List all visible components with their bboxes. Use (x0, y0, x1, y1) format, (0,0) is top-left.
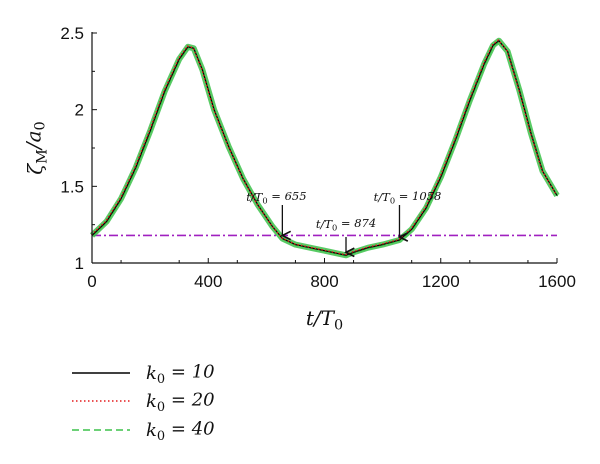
x-tick-label: 1200 (422, 272, 460, 291)
legend-label: k0 = 20 (146, 389, 215, 414)
annotation-label: t/T0 = 655 (246, 189, 306, 205)
x-tick-label: 800 (310, 272, 338, 291)
y-tick-label: 2 (75, 101, 84, 120)
x-tick-label: 0 (87, 272, 96, 291)
annotation-label: t/T0 = 874 (316, 216, 376, 232)
y-tick-label: 2.5 (60, 24, 84, 43)
plot-area (89, 37, 560, 259)
x-tick-label: 400 (194, 272, 222, 291)
y-axis-title: ζM/a0​ (21, 121, 50, 174)
annotation-label: t/T0 = 1058 (374, 189, 442, 205)
series-line-k0-20 (90, 39, 558, 256)
legend: k0 = 10 k0 = 20 k0 = 40 (72, 361, 215, 444)
y-tick-label: 1.5 (60, 177, 84, 196)
axes: 0 400 800 1200 1600 1 1.5 2 2.5 t/T0​ ζM/a0​ t/T0 =… (21, 24, 576, 333)
x-tick-label: 1600 (538, 272, 576, 291)
legend-label: k0 = 10 (146, 361, 215, 386)
x-axis-title: t/T0​ (306, 306, 343, 333)
legend-label: k0 = 40 (146, 418, 215, 443)
y-tick-label: 1 (75, 254, 84, 273)
